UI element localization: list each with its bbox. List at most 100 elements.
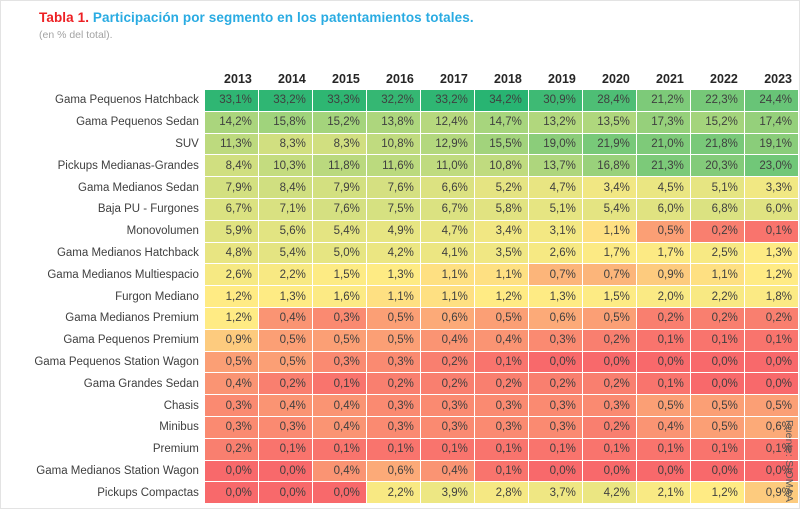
value-cell: 11,8%	[312, 155, 366, 177]
value-cell: 0,6%	[744, 416, 798, 438]
value-cell: 0,0%	[258, 482, 312, 504]
year-header-2018: 2018	[494, 72, 522, 86]
value-cell: 14,7%	[474, 111, 528, 133]
value-cell: 10,8%	[474, 155, 528, 177]
table-row: Gama Medianos Hatchback 4,8% 5,4% 5,0% 4,2% 4…	[9, 242, 798, 264]
table-row: Furgon Mediano 1,2% 1,3% 1,6% 1,1% 1,1% 1,2% 1,…	[9, 286, 798, 307]
value-cell: 17,4%	[744, 111, 798, 133]
value-cell: 1,3%	[258, 286, 312, 307]
segment-label: Gama Medianos Multiespacio	[9, 264, 204, 286]
value-cell: 0,1%	[258, 438, 312, 460]
value-cell: 0,2%	[582, 416, 636, 438]
segment-label: Furgon Mediano	[9, 286, 204, 307]
value-cell: 0,0%	[690, 460, 744, 482]
value-cell: 0,4%	[420, 460, 474, 482]
value-cell: 0,6%	[528, 307, 582, 329]
value-cell: 0,0%	[690, 373, 744, 395]
table-row: Gama Pequenos Hatchback 33,1% 33,2% 33,3% 32…	[9, 90, 798, 111]
source-note: Fuente: SIOMAA	[783, 419, 795, 502]
value-cell: 28,4%	[582, 90, 636, 111]
value-cell: 1,3%	[528, 286, 582, 307]
value-cell: 0,1%	[312, 438, 366, 460]
value-cell: 33,1%	[204, 90, 258, 111]
value-cell: 0,5%	[204, 351, 258, 373]
value-cell: 2,6%	[528, 242, 582, 264]
value-cell: 0,4%	[474, 329, 528, 351]
value-cell: 0,1%	[636, 373, 690, 395]
value-cell: 21,0%	[636, 133, 690, 155]
value-cell: 0,2%	[690, 307, 744, 329]
value-cell: 24,4%	[744, 90, 798, 111]
value-cell: 6,0%	[636, 198, 690, 220]
value-cell: 1,7%	[636, 242, 690, 264]
value-cell: 0,2%	[366, 373, 420, 395]
value-cell: 2,8%	[474, 482, 528, 504]
value-cell: 0,3%	[474, 416, 528, 438]
value-cell: 0,3%	[258, 416, 312, 438]
value-cell: 0,5%	[582, 307, 636, 329]
value-cell: 13,5%	[582, 111, 636, 133]
value-cell: 0,3%	[474, 395, 528, 416]
value-cell: 0,1%	[420, 438, 474, 460]
value-cell: 12,4%	[420, 111, 474, 133]
segment-label: SUV	[9, 133, 204, 155]
value-cell: 8,3%	[258, 133, 312, 155]
value-cell: 0,0%	[528, 351, 582, 373]
value-cell: 6,0%	[744, 198, 798, 220]
year-header-2022: 2022	[710, 72, 738, 86]
value-cell: 0,3%	[528, 329, 582, 351]
value-cell: 0,5%	[690, 395, 744, 416]
value-cell: 0,4%	[420, 329, 474, 351]
segment-label: Monovolumen	[9, 220, 204, 242]
value-cell: 21,8%	[690, 133, 744, 155]
value-cell: 5,4%	[258, 242, 312, 264]
table-row: Pickups Medianas-Grandes 8,4% 10,3% 11,8% 11…	[9, 155, 798, 177]
table-row: Gama Pequenos Premium 0,9% 0,5% 0,5% 0,5% 0,4…	[9, 329, 798, 351]
value-cell: 0,2%	[204, 438, 258, 460]
value-cell: 20,3%	[690, 155, 744, 177]
value-cell: 0,5%	[636, 220, 690, 242]
value-cell: 0,0%	[204, 482, 258, 504]
value-cell: 3,9%	[420, 482, 474, 504]
value-cell: 1,3%	[744, 242, 798, 264]
year-header-2019: 2019	[548, 72, 576, 86]
value-cell: 13,8%	[366, 111, 420, 133]
year-header-2021: 2021	[656, 72, 684, 86]
table-row: Minibus 0,3% 0,3% 0,4% 0,3% 0,3% 0,3% 0,3% 0,2% 0…	[9, 416, 798, 438]
value-cell: 1,2%	[474, 286, 528, 307]
value-cell: 33,3%	[312, 90, 366, 111]
table-title-text: Participación por segmento en los patent…	[89, 10, 474, 25]
value-cell: 4,5%	[636, 177, 690, 198]
table-row: SUV 11,3% 8,3% 8,3% 10,8% 12,9% 15,5% 19,0% 21,9…	[9, 133, 798, 155]
value-cell: 11,3%	[204, 133, 258, 155]
value-cell: 0,3%	[528, 395, 582, 416]
value-cell: 4,7%	[528, 177, 582, 198]
value-cell: 0,7%	[528, 264, 582, 286]
value-cell: 0,2%	[420, 351, 474, 373]
table-subtitle: (en % del total).	[39, 29, 113, 41]
year-header-2020: 2020	[602, 72, 630, 86]
value-cell: 1,3%	[366, 264, 420, 286]
segment-label: Gama Pequenos Station Wagon	[9, 351, 204, 373]
value-cell: 1,1%	[474, 264, 528, 286]
value-cell: 5,2%	[474, 177, 528, 198]
value-cell: 5,0%	[312, 242, 366, 264]
value-cell: 0,0%	[204, 460, 258, 482]
value-cell: 0,1%	[690, 329, 744, 351]
value-cell: 0,5%	[366, 307, 420, 329]
value-cell: 6,7%	[420, 198, 474, 220]
value-cell: 13,2%	[528, 111, 582, 133]
table-row: Baja PU - Furgones 6,7% 7,1% 7,6% 7,5% 6,7% 5,…	[9, 198, 798, 220]
value-cell: 7,6%	[312, 198, 366, 220]
value-cell: 3,5%	[474, 242, 528, 264]
value-cell: 5,4%	[582, 198, 636, 220]
value-cell: 0,5%	[258, 329, 312, 351]
value-cell: 0,5%	[366, 329, 420, 351]
year-header-2023: 2023	[764, 72, 792, 86]
value-cell: 8,3%	[312, 133, 366, 155]
value-cell: 0,3%	[366, 416, 420, 438]
value-cell: 4,2%	[582, 482, 636, 504]
value-cell: 19,1%	[744, 133, 798, 155]
value-cell: 0,0%	[744, 460, 798, 482]
